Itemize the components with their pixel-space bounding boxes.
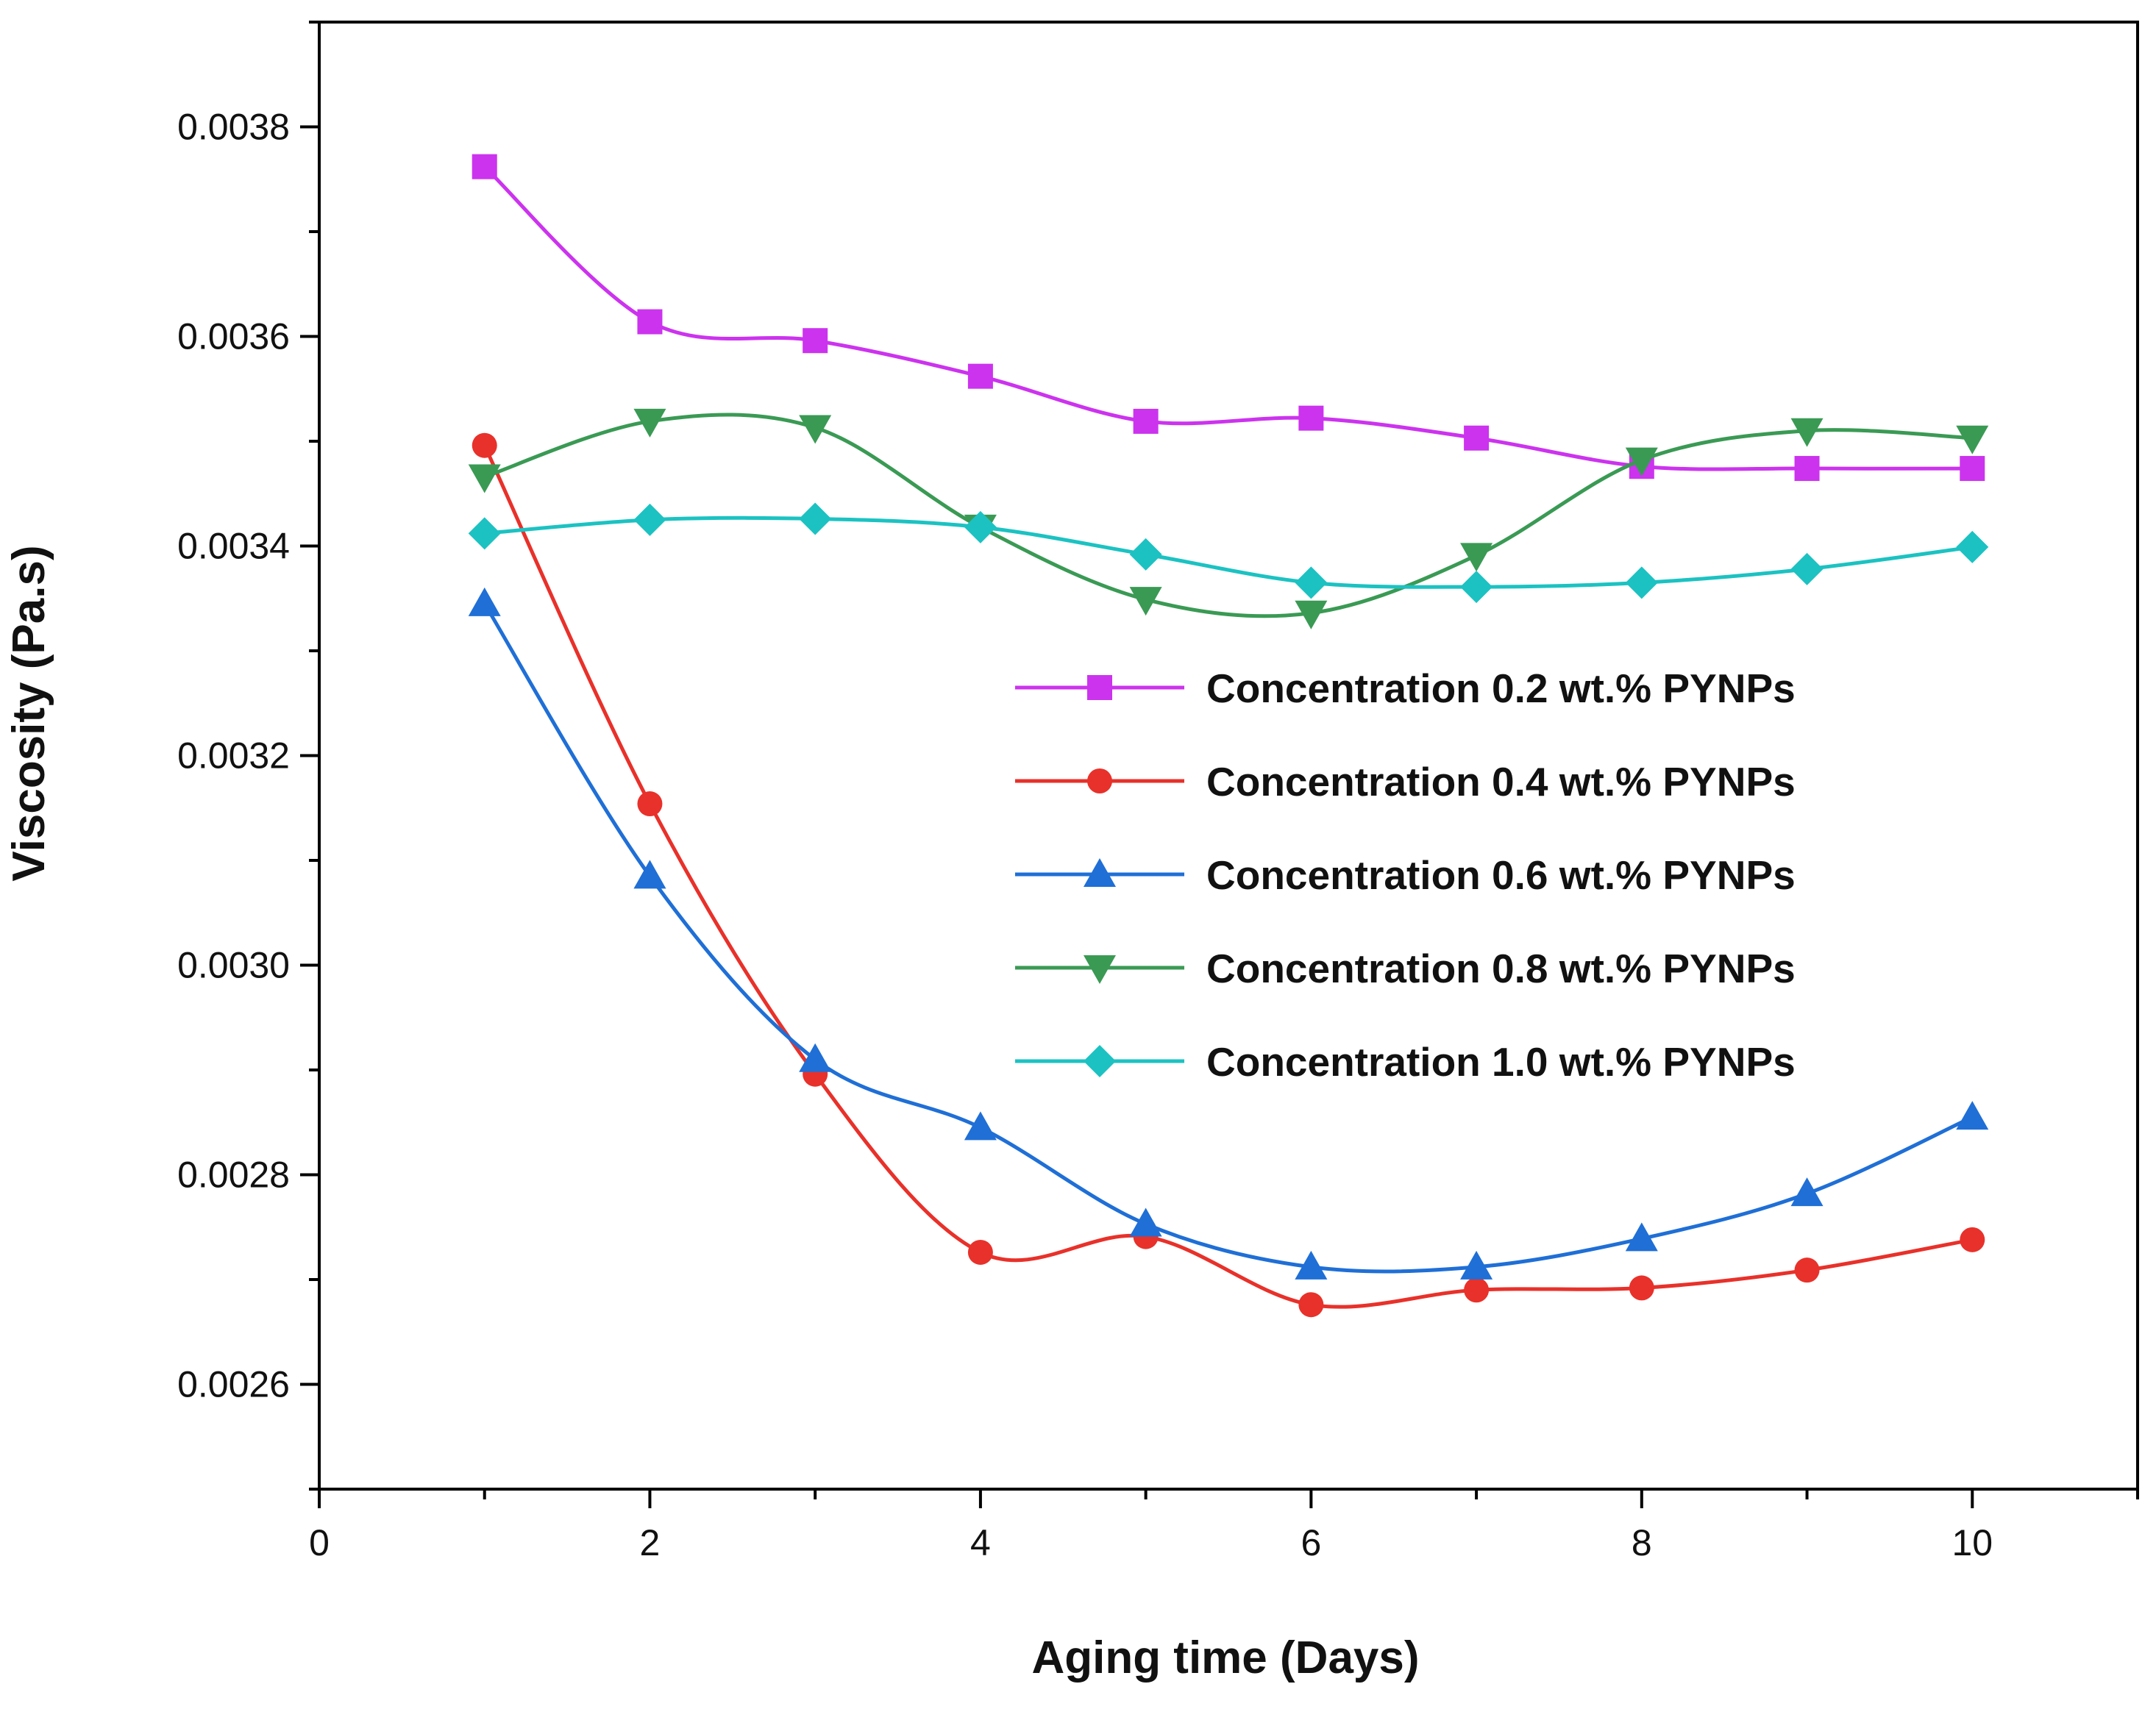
legend-marker xyxy=(1087,675,1112,700)
data-point xyxy=(1960,456,1985,482)
x-tick-label: 10 xyxy=(1952,1522,1993,1563)
data-point xyxy=(1129,1207,1162,1237)
legend-label: Concentration 0.2 wt.% PYNPs xyxy=(1206,666,1796,711)
data-point xyxy=(1956,1101,1989,1130)
data-point xyxy=(967,1239,993,1265)
series-2 xyxy=(472,432,1985,1318)
legend-marker xyxy=(1084,955,1116,984)
data-point xyxy=(799,415,832,444)
data-point xyxy=(964,510,997,543)
data-point xyxy=(633,503,666,536)
data-point xyxy=(967,363,993,389)
data-point xyxy=(1625,566,1658,599)
data-point xyxy=(1460,1250,1493,1280)
legend-entry-3: Concentration 0.6 wt.% PYNPs xyxy=(1015,852,1796,898)
legend-entry-4: Concentration 0.8 wt.% PYNPs xyxy=(1015,946,1796,991)
data-point xyxy=(1298,405,1324,431)
x-tick-label: 8 xyxy=(1632,1522,1652,1563)
data-point xyxy=(1295,1250,1328,1280)
legend-label: Concentration 0.8 wt.% PYNPs xyxy=(1206,946,1796,991)
y-tick-label: 0.0036 xyxy=(177,316,290,357)
data-point xyxy=(1956,425,1989,454)
series-line xyxy=(483,602,1974,1274)
data-point xyxy=(637,309,663,335)
data-point xyxy=(803,328,828,354)
data-point xyxy=(472,154,497,179)
legend-marker xyxy=(1084,858,1116,887)
data-point xyxy=(1295,600,1328,629)
data-point xyxy=(472,432,497,458)
data-point xyxy=(799,502,832,535)
data-point xyxy=(1794,1257,1820,1283)
data-point xyxy=(1464,1277,1490,1303)
data-point xyxy=(637,791,663,817)
data-point xyxy=(964,1111,997,1141)
y-tick-label: 0.0030 xyxy=(177,945,290,986)
series-line xyxy=(483,413,1973,618)
x-tick-label: 0 xyxy=(309,1522,330,1563)
y-tick-label: 0.0038 xyxy=(177,107,290,148)
data-point xyxy=(1295,566,1328,599)
series-4 xyxy=(468,408,1989,629)
data-point xyxy=(1129,538,1162,571)
series-line xyxy=(484,515,1973,589)
y-tick-label: 0.0032 xyxy=(177,735,290,777)
data-point xyxy=(1794,456,1820,482)
x-tick-label: 2 xyxy=(640,1522,661,1563)
data-point xyxy=(1629,1275,1654,1301)
data-point xyxy=(468,517,501,550)
y-tick-label: 0.0026 xyxy=(177,1364,290,1405)
data-point xyxy=(1790,1177,1824,1207)
y-axis-title: Viscosity (Pa.s) xyxy=(4,545,54,881)
legend-entry-2: Concentration 0.4 wt.% PYNPs xyxy=(1015,759,1796,804)
data-point xyxy=(1960,1227,1985,1252)
y-tick-label: 0.0034 xyxy=(177,526,290,567)
x-tick-label: 6 xyxy=(1301,1522,1321,1563)
data-point xyxy=(799,1043,832,1072)
legend-label: Concentration 1.0 wt.% PYNPs xyxy=(1206,1039,1796,1085)
series-5 xyxy=(468,502,1989,604)
legend-marker xyxy=(1087,768,1112,793)
legend-entry-1: Concentration 0.2 wt.% PYNPs xyxy=(1015,666,1796,711)
legend-entry-5: Concentration 1.0 wt.% PYNPs xyxy=(1015,1039,1796,1085)
x-axis-title: Aging time (Days) xyxy=(1031,1633,1419,1683)
series-line xyxy=(483,165,1973,471)
data-point xyxy=(1790,418,1824,447)
series-3 xyxy=(468,587,1989,1280)
legend-marker xyxy=(1084,1045,1116,1077)
data-point xyxy=(1129,587,1162,616)
data-point xyxy=(1298,1292,1324,1318)
data-point xyxy=(633,860,666,889)
data-point xyxy=(1460,543,1493,572)
data-point xyxy=(468,464,501,493)
y-tick-label: 0.0028 xyxy=(177,1155,290,1196)
data-point xyxy=(1133,408,1159,434)
data-point xyxy=(468,587,501,616)
data-point xyxy=(1464,425,1490,451)
data-point xyxy=(633,408,666,438)
data-point xyxy=(1625,447,1658,477)
x-tick-label: 4 xyxy=(970,1522,991,1563)
legend-label: Concentration 0.4 wt.% PYNPs xyxy=(1206,759,1796,804)
data-point xyxy=(1625,1222,1658,1252)
data-point xyxy=(1460,571,1493,604)
data-point xyxy=(1790,552,1824,585)
legend-label: Concentration 0.6 wt.% PYNPs xyxy=(1206,852,1796,898)
data-point xyxy=(1956,530,1989,563)
